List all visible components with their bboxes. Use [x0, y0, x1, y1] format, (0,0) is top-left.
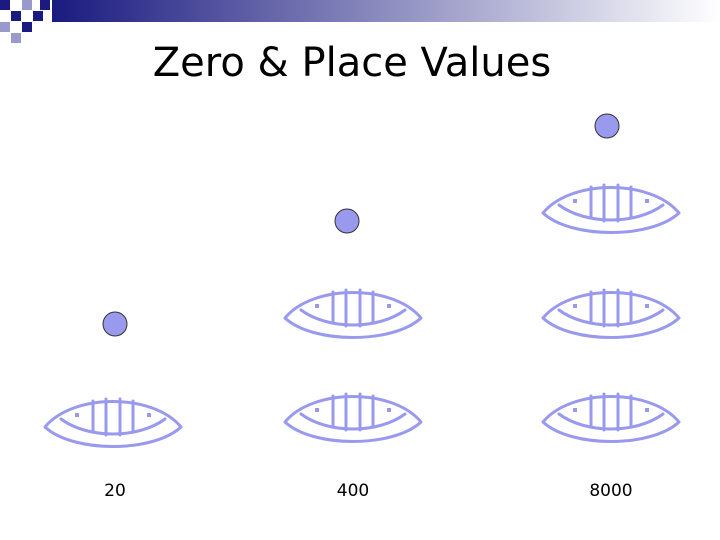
header-decoration — [0, 0, 720, 43]
column-label: 8000 — [589, 481, 632, 501]
numeral-20 — [43, 311, 183, 448]
numeral-8000 — [541, 113, 681, 443]
column-label: 20 — [104, 481, 126, 501]
column-label: 400 — [337, 481, 369, 501]
slide-title: Zero & Place Values — [153, 40, 551, 86]
numeral-400 — [283, 208, 423, 443]
